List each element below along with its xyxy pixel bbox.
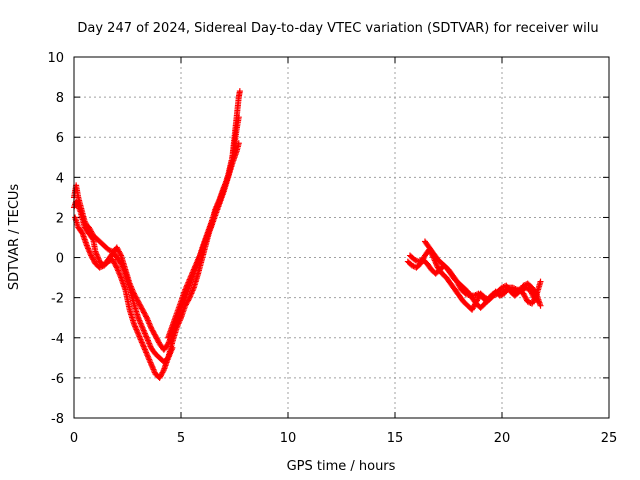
y-tick-label: 4 <box>56 171 64 186</box>
y-tick-label: 0 <box>56 252 64 267</box>
data-point-marker <box>143 313 150 320</box>
data-point-marker <box>89 235 96 242</box>
x-tick-label: 25 <box>601 431 618 446</box>
y-tick-label: 10 <box>47 51 64 66</box>
x-tick-label: 15 <box>387 431 404 446</box>
x-axis-label: GPS time / hours <box>287 459 396 474</box>
data-point-marker <box>160 368 167 375</box>
y-axis-label: SDTVAR / TECUs <box>7 184 22 291</box>
y-tick-label: 8 <box>56 91 64 106</box>
x-tick-label: 10 <box>280 431 297 446</box>
data-point-marker <box>537 302 544 309</box>
chart-title: Day 247 of 2024, Sidereal Day-to-day VTE… <box>77 21 598 36</box>
y-tick-label: 2 <box>56 211 64 226</box>
x-tick-label: 20 <box>494 431 511 446</box>
plot-frame <box>73 56 610 419</box>
axis-ticks: 0 5 10 15 20 25 -8 -6 -4 -2 0 2 4 6 8 10 <box>47 51 617 446</box>
data-point-marker <box>78 229 85 236</box>
y-tick-label: -6 <box>51 372 64 387</box>
y-tick-label: -8 <box>51 412 64 427</box>
y-tick-label: 6 <box>56 131 64 146</box>
x-tick-label: 0 <box>70 431 78 446</box>
data-point-marker <box>117 251 124 258</box>
data-point-marker <box>537 278 544 285</box>
x-tick-label: 5 <box>177 431 185 446</box>
data-point-marker <box>236 88 243 95</box>
data-point-marker <box>532 289 539 296</box>
plot-area <box>71 88 544 381</box>
y-tick-label: -2 <box>51 292 64 307</box>
data-point-marker <box>113 263 120 270</box>
y-tick-label: -4 <box>51 332 64 347</box>
grid <box>74 57 609 418</box>
